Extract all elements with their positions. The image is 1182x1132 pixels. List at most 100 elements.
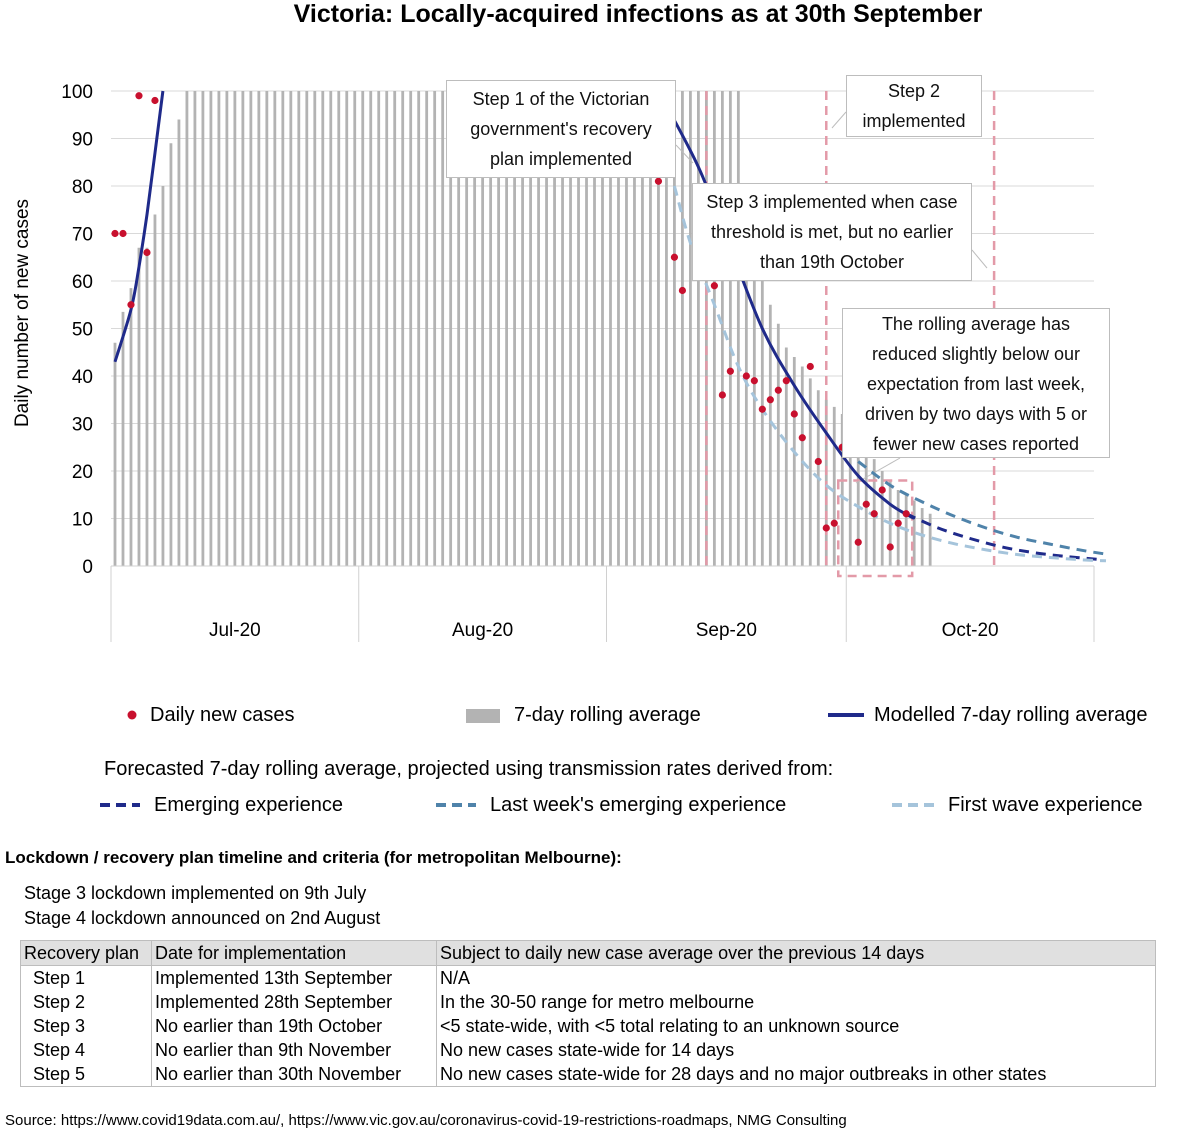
daily-case-point (710, 282, 718, 290)
legend-emerging-label: Emerging experience (154, 793, 343, 816)
callout-step2: Step 2 implemented (846, 75, 982, 137)
rolling-average-bar (728, 91, 732, 566)
rolling-average-bar (752, 252, 756, 566)
callout-note-text: The rolling average has reduced slightly… (864, 314, 1088, 454)
rolling-average-bar (409, 91, 413, 566)
daily-case-point (718, 391, 726, 399)
table-row: Step 2 Implemented 28th September In the… (20, 990, 1156, 1014)
daily-case-point (111, 229, 119, 238)
rolling-average-bar (273, 91, 277, 566)
rolling-average-bar (177, 119, 181, 566)
rolling-average-bar (832, 406, 836, 566)
daily-case-point (878, 486, 886, 494)
rolling-average-bar (665, 91, 668, 566)
table-cell: No earlier than 9th November (151, 1038, 437, 1062)
daily-case-point (822, 524, 830, 532)
rolling-average-bar (297, 91, 301, 566)
legend-modelled-average: Modelled 7-day rolling average (828, 703, 1148, 727)
table-cell: Step 1 (20, 965, 152, 990)
source-note: Source: https://www.covid19data.com.au/,… (5, 1112, 847, 1129)
rolling-average-bar (385, 91, 389, 566)
forecast-heading: Forecasted 7-day rolling average, projec… (104, 758, 834, 780)
rolling-average-bar (481, 91, 485, 566)
table-row: Step 1 Implemented 13th September N/A (20, 965, 1156, 990)
rolling-average-bar (441, 91, 445, 566)
rolling-average-bars (113, 91, 932, 566)
rolling-average-bar (249, 91, 253, 566)
table-cell: Step 2 (20, 990, 152, 1014)
daily-case-point (742, 372, 750, 380)
rolling-average-bar (161, 186, 165, 566)
daily-case-point (654, 177, 663, 185)
y-tick-label: 80 (72, 177, 93, 198)
rolling-average-bar (521, 91, 524, 566)
table-cell: N/A (436, 965, 1156, 990)
rolling-average-bar (129, 288, 133, 566)
legend-modelled-average-label: Modelled 7-day rolling average (874, 703, 1148, 726)
daily-case-point (143, 248, 151, 257)
daily-case-point (782, 377, 790, 385)
daily-case-point (766, 396, 774, 404)
rolling-average-bar (209, 91, 213, 566)
modelled-average-line (113, 90, 165, 363)
rolling-average-bar (896, 490, 900, 566)
rolling-average-bar (768, 304, 772, 566)
rolling-average-bar (289, 91, 293, 566)
daily-case-point (830, 519, 838, 527)
rolling-average-bar (649, 91, 652, 566)
forecast-line-1 (857, 460, 1107, 556)
daily-case-point (854, 538, 862, 546)
legend-dashed-line-icon (100, 803, 140, 807)
rolling-average-bar (744, 233, 748, 566)
callout-step1: Step 1 of the Victorian government's rec… (446, 80, 676, 178)
rolling-average-bar (585, 91, 588, 566)
table-row: Step 4 No earlier than 9th November No n… (20, 1038, 1156, 1062)
callout-step3: Step 3 implemented when case threshold i… (692, 183, 972, 281)
rolling-average-bar (169, 143, 173, 566)
legend-dashed-line-icon (436, 803, 476, 807)
rolling-average-bar (529, 91, 532, 566)
axes: 0 10 20 30 40 50 60 70 80 90 100 Jul-20 Aug-20 Sep-20… (61, 82, 1095, 642)
table-cell: Step 5 (20, 1062, 152, 1087)
y-tick-label: 30 (72, 415, 93, 436)
rolling-average-bar (545, 91, 548, 566)
daily-case-point (806, 362, 814, 371)
callout-note-pointer (855, 457, 901, 484)
rolling-average-bar (912, 500, 916, 566)
x-tick-label: Oct-20 (942, 620, 999, 641)
modelled-average-line (657, 90, 915, 520)
daily-case-point (862, 500, 870, 508)
rolling-average-bar (217, 91, 221, 566)
x-tick-label: Sep-20 (696, 620, 757, 641)
rolling-average-bar (505, 91, 508, 566)
y-axis-label: Daily number of new cases (12, 199, 33, 427)
rolling-average-bar (321, 91, 325, 566)
legend-last-week-label: Last week's emerging experience (490, 793, 787, 816)
legend-last-week: Last week's emerging experience (436, 793, 786, 817)
rolling-average-bar (633, 91, 636, 566)
daily-case-point (670, 253, 679, 261)
legend-first-wave-label: First wave experience (948, 793, 1143, 816)
rolling-average-bar (617, 91, 620, 566)
chart-title: Victoria: Locally-acquired infections as… (293, 0, 983, 28)
legend-rolling-average-label: 7-day rolling average (514, 703, 701, 726)
rolling-average-bar (800, 366, 804, 566)
recent-days-highlight (837, 479, 914, 578)
rolling-average-bar (720, 91, 724, 566)
legend-first-wave: First wave experience (892, 793, 1143, 817)
rolling-average-bar (856, 437, 860, 566)
rolling-average-bar (513, 91, 516, 566)
rolling-average-bar (361, 91, 365, 566)
forecast-line-0 (905, 512, 1099, 561)
rolling-average-bar (257, 91, 261, 566)
rolling-average-bar (681, 91, 684, 566)
rolling-average-bar (776, 323, 780, 566)
legend-solid-line-icon (828, 713, 864, 717)
rolling-average-bar (537, 91, 540, 566)
callout-step3-text: Step 3 implemented when case threshold i… (706, 192, 958, 272)
rolling-average-bar (153, 214, 157, 566)
rolling-average-bar (657, 91, 660, 566)
legend-rolling-average: 7-day rolling average (466, 703, 701, 727)
rolling-average-bar (561, 91, 564, 566)
rolling-average-bar (337, 91, 341, 566)
